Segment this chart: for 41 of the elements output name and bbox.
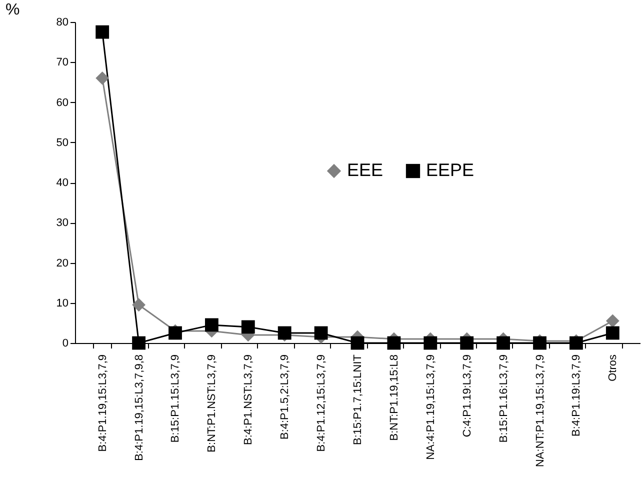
y-axis-title: % bbox=[6, 2, 20, 18]
y-tick-label: 50 bbox=[56, 136, 68, 149]
point bbox=[241, 320, 255, 334]
x-tick-label: Otros bbox=[607, 354, 620, 382]
point bbox=[424, 336, 438, 350]
y-tick-label: 60 bbox=[56, 96, 68, 109]
y-tick-label: 30 bbox=[56, 217, 68, 230]
x-tick-label: B:15:P1.15:L3,7,9 bbox=[170, 354, 182, 443]
x-tick-label: B:NT:P1.NST:L3,7,9 bbox=[206, 354, 218, 452]
x-tick-label: B:4:P1.19,15:L3,7,9 bbox=[96, 354, 109, 452]
x-tick-label: B:NT:P1.19,15:L8 bbox=[388, 354, 400, 441]
point bbox=[314, 326, 328, 340]
y-tick-label: 10 bbox=[56, 297, 68, 310]
point bbox=[606, 314, 620, 328]
y-tick-label: 70 bbox=[56, 56, 68, 69]
x-tick-label: C:4:P1.19:L3,7,9 bbox=[461, 354, 474, 438]
x-tick-label: NA:4:P1.19,15:L3,7,9 bbox=[424, 354, 437, 460]
x-tick-label: B:4:P1.12,15:L3,7,9 bbox=[316, 354, 328, 452]
point bbox=[496, 336, 510, 350]
x-tick-label: NA:NT:P1.19,15:L3,7,9 bbox=[534, 354, 546, 468]
point bbox=[606, 326, 620, 340]
x-tick-label: B:15:P1.7,15:LNIT bbox=[352, 354, 364, 445]
point bbox=[96, 25, 110, 39]
y-tick-label: 80 bbox=[56, 16, 68, 28]
x-tick-label: B:4:P1.5,2:L3,7,9 bbox=[279, 354, 292, 440]
x-tick-label: B:15:P1.16:L3,7,9 bbox=[498, 354, 510, 443]
y-tick-label: 0 bbox=[62, 338, 68, 350]
legend-label: EEPE bbox=[426, 160, 474, 180]
point bbox=[132, 298, 146, 312]
x-tick-label: B:4:P1.NST:L3,7,9 bbox=[242, 354, 255, 445]
y-tick-label: 40 bbox=[56, 177, 68, 189]
point bbox=[204, 318, 218, 332]
point bbox=[132, 336, 146, 350]
point bbox=[387, 336, 401, 350]
legend-label: EEE bbox=[347, 160, 384, 180]
x-tick-label: B:4:P1.19,15:L3,7,9,8 bbox=[133, 354, 146, 461]
point bbox=[350, 336, 364, 350]
point bbox=[96, 71, 110, 85]
y-tick-label: 20 bbox=[56, 257, 68, 270]
point bbox=[460, 336, 474, 350]
x-tick-label: B:4:P1.19:L3,7,9 bbox=[570, 354, 583, 436]
